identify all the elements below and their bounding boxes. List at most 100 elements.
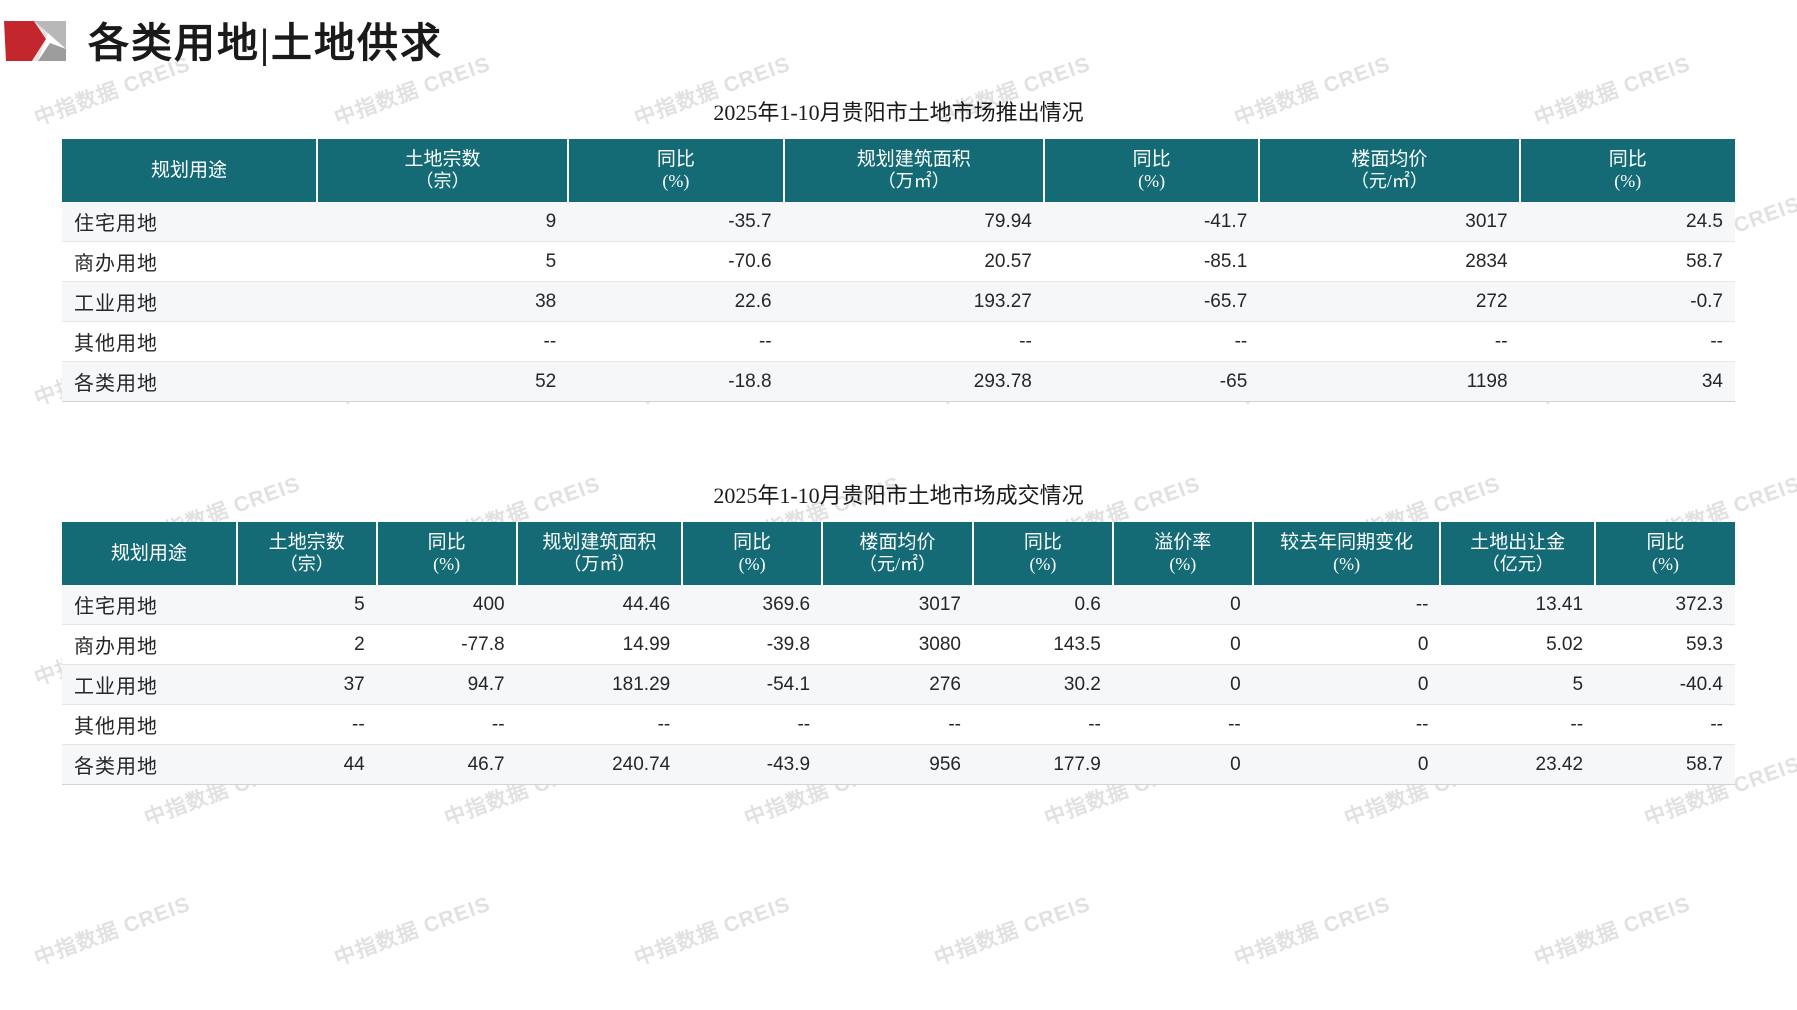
deal-row-3-cell-2: --: [376, 704, 517, 746]
deal-col-header-6: 同比 (%): [973, 522, 1114, 586]
deal-col-header-1: 土地宗数 （宗）: [236, 522, 378, 586]
deal-row-1-cell-8: 0: [1252, 624, 1441, 666]
table-row: 各类用地 52 -18.8 293.78 -65 1198 34: [62, 361, 1735, 403]
supply-row-2-cell-3: 193.27: [783, 281, 1044, 323]
deal-col-header-4: 同比 (%): [682, 522, 824, 586]
deal-row-4-cell-4: -43.9: [682, 744, 823, 786]
deal-table-title: 2025年1-10月贵阳市土地市场成交情况: [713, 483, 1084, 508]
deal-row-1-cell-10: 59.3: [1595, 624, 1735, 666]
deal-row-1-cell-2: -77.8: [376, 624, 517, 666]
supply-row-2-category: 工业用地: [62, 281, 317, 323]
table-row: 工业用地 38 22.6 193.27 -65.7 272 -0.7: [62, 281, 1735, 323]
deal-col-header-8-unit: (%): [1333, 554, 1361, 575]
supply-row-2-cell-5: 272: [1259, 281, 1520, 323]
deal-row-3-cell-7: --: [1112, 704, 1253, 746]
page-title: 各类用地|土地供求: [88, 19, 444, 66]
deal-col-header-8: 较去年同期变化 (%): [1252, 522, 1442, 586]
deal-col-header-0-name: 规划用途: [110, 542, 187, 564]
watermark-text: 中指数据 CREIS: [1231, 892, 1394, 971]
supply-col-header-0: 规划用途: [62, 139, 318, 203]
deal-row-3-cell-10: --: [1595, 704, 1735, 746]
supply-row-4-cell-2: -18.8: [568, 361, 784, 403]
deal-row-0-cell-9: 13.41: [1440, 585, 1596, 626]
deal-col-header-0: 规划用途: [62, 522, 238, 586]
deal-col-header-4-unit: (%): [738, 554, 766, 575]
supply-col-header-2-name: 同比: [656, 149, 695, 170]
supply-col-header-6: 同比 (%): [1519, 139, 1735, 203]
supply-col-header-1: 土地宗数 （宗）: [316, 139, 570, 203]
supply-col-header-5-unit: （元/㎡）: [1350, 171, 1428, 192]
supply-col-header-6-name: 同比: [1608, 149, 1647, 170]
supply-row-4-cell-6: 34: [1519, 361, 1735, 403]
page-header: 各类用地|土地供求: [0, 0, 1797, 86]
deal-col-header-2-name: 同比: [427, 532, 466, 553]
deal-col-header-2: 同比 (%): [376, 522, 518, 586]
supply-row-1-cell-4: -85.1: [1043, 241, 1260, 283]
supply-col-header-4-unit: (%): [1138, 171, 1166, 192]
deal-row-1-cell-1: 2: [236, 624, 377, 666]
brand-logo-icon: [4, 19, 66, 67]
supply-row-0-cell-2: -35.7: [568, 202, 784, 243]
deal-col-header-4-name: 同比: [733, 532, 772, 553]
deal-row-0-cell-8: --: [1252, 585, 1441, 626]
supply-col-header-5-name: 楼面均价: [1351, 149, 1428, 170]
deal-row-3-cell-6: --: [973, 704, 1113, 746]
supply-row-1-cell-2: -70.6: [568, 241, 784, 283]
deal-row-2-cell-10: -40.4: [1595, 664, 1735, 706]
supply-row-3-cell-4: --: [1043, 321, 1260, 363]
table-row: 各类用地 44 46.7 240.74 -43.9 956 177.9 0 0 23.42 58.7: [62, 744, 1735, 786]
deal-row-1-cell-6: 143.5: [973, 624, 1113, 666]
deal-row-0-cell-2: 400: [376, 585, 517, 626]
supply-row-4-cell-1: 52: [316, 361, 569, 403]
deal-row-2-cell-6: 30.2: [973, 664, 1113, 706]
deal-col-header-3: 规划建筑面积 （万㎡）: [516, 522, 684, 586]
deal-table: 规划用途 土地宗数 （宗） 同比 (%) 规划建筑面积 （万㎡） 同比 (%) 楼面均价 （元/㎡）…: [62, 522, 1735, 786]
deal-row-0-category: 住宅用地: [62, 585, 237, 626]
supply-table-block: 2025年1-10月贵阳市土地市场推出情况 规划用途 土地宗数 （宗） 同比 (%) 规划…: [62, 95, 1735, 403]
deal-row-2-cell-4: -54.1: [682, 664, 823, 706]
deal-row-0-cell-1: 5: [236, 585, 377, 626]
deal-row-2-cell-3: 181.29: [516, 664, 683, 706]
deal-table-body: 住宅用地 5 400 44.46 369.6 3017 0.6 0 -- 13.41 372.3 商办…: [62, 585, 1735, 786]
supply-row-3-category: 其他用地: [62, 321, 317, 363]
deal-row-1-cell-5: 3080: [822, 624, 973, 666]
supply-row-0-category: 住宅用地: [62, 202, 317, 243]
deal-row-0-cell-7: 0: [1112, 585, 1253, 626]
deal-row-1-cell-9: 5.02: [1440, 624, 1596, 666]
supply-col-header-2: 同比 (%): [568, 139, 785, 203]
deal-col-header-8-name: 较去年同期变化: [1280, 532, 1414, 553]
supply-row-0-cell-1: 9: [316, 202, 569, 243]
deal-row-4-cell-3: 240.74: [516, 744, 683, 786]
deal-col-header-10-unit: (%): [1652, 554, 1680, 575]
supply-row-0-cell-5: 3017: [1259, 202, 1520, 243]
supply-row-4-cell-4: -65: [1043, 361, 1260, 403]
table-row: 其他用地 -- -- -- -- -- --: [62, 321, 1735, 363]
deal-col-header-5: 楼面均价 （元/㎡）: [822, 522, 974, 586]
supply-col-header-6-unit: (%): [1614, 171, 1642, 192]
deal-col-header-1-name: 土地宗数: [268, 532, 345, 553]
deal-row-2-category: 工业用地: [62, 664, 237, 706]
deal-col-header-7-unit: (%): [1169, 554, 1197, 575]
deal-table-head: 规划用途 土地宗数 （宗） 同比 (%) 规划建筑面积 （万㎡） 同比 (%) 楼面均价 （元/㎡）…: [62, 522, 1735, 586]
deal-row-1-cell-7: 0: [1112, 624, 1253, 666]
supply-col-header-3-unit: （万㎡）: [877, 171, 950, 192]
deal-row-0-cell-6: 0.6: [973, 585, 1113, 626]
deal-row-3-cell-9: --: [1440, 704, 1596, 746]
supply-row-3-cell-5: --: [1259, 321, 1520, 363]
supply-row-3-cell-3: --: [783, 321, 1044, 363]
supply-col-header-4-name: 同比: [1132, 149, 1171, 170]
deal-row-4-cell-5: 956: [822, 744, 973, 786]
deal-row-0-cell-10: 372.3: [1595, 585, 1735, 626]
supply-col-header-2-unit: (%): [662, 171, 690, 192]
supply-header-row: 规划用途 土地宗数 （宗） 同比 (%) 规划建筑面积 （万㎡） 同比 (%) 楼面均价 （元/㎡）…: [62, 139, 1735, 203]
supply-row-4-cell-5: 1198: [1259, 361, 1520, 403]
deal-col-header-7-name: 溢价率: [1154, 532, 1212, 553]
deal-row-3-cell-8: --: [1252, 704, 1441, 746]
deal-row-2-cell-9: 5: [1440, 664, 1596, 706]
deal-row-2-cell-1: 37: [236, 664, 377, 706]
deal-col-header-10: 同比 (%): [1595, 522, 1735, 586]
supply-row-2-cell-6: -0.7: [1519, 281, 1735, 323]
deal-table-block: 2025年1-10月贵阳市土地市场成交情况 规划用途 土地宗数 （宗） 同比 (%) 规划…: [62, 478, 1735, 786]
supply-col-header-4: 同比 (%): [1043, 139, 1261, 203]
